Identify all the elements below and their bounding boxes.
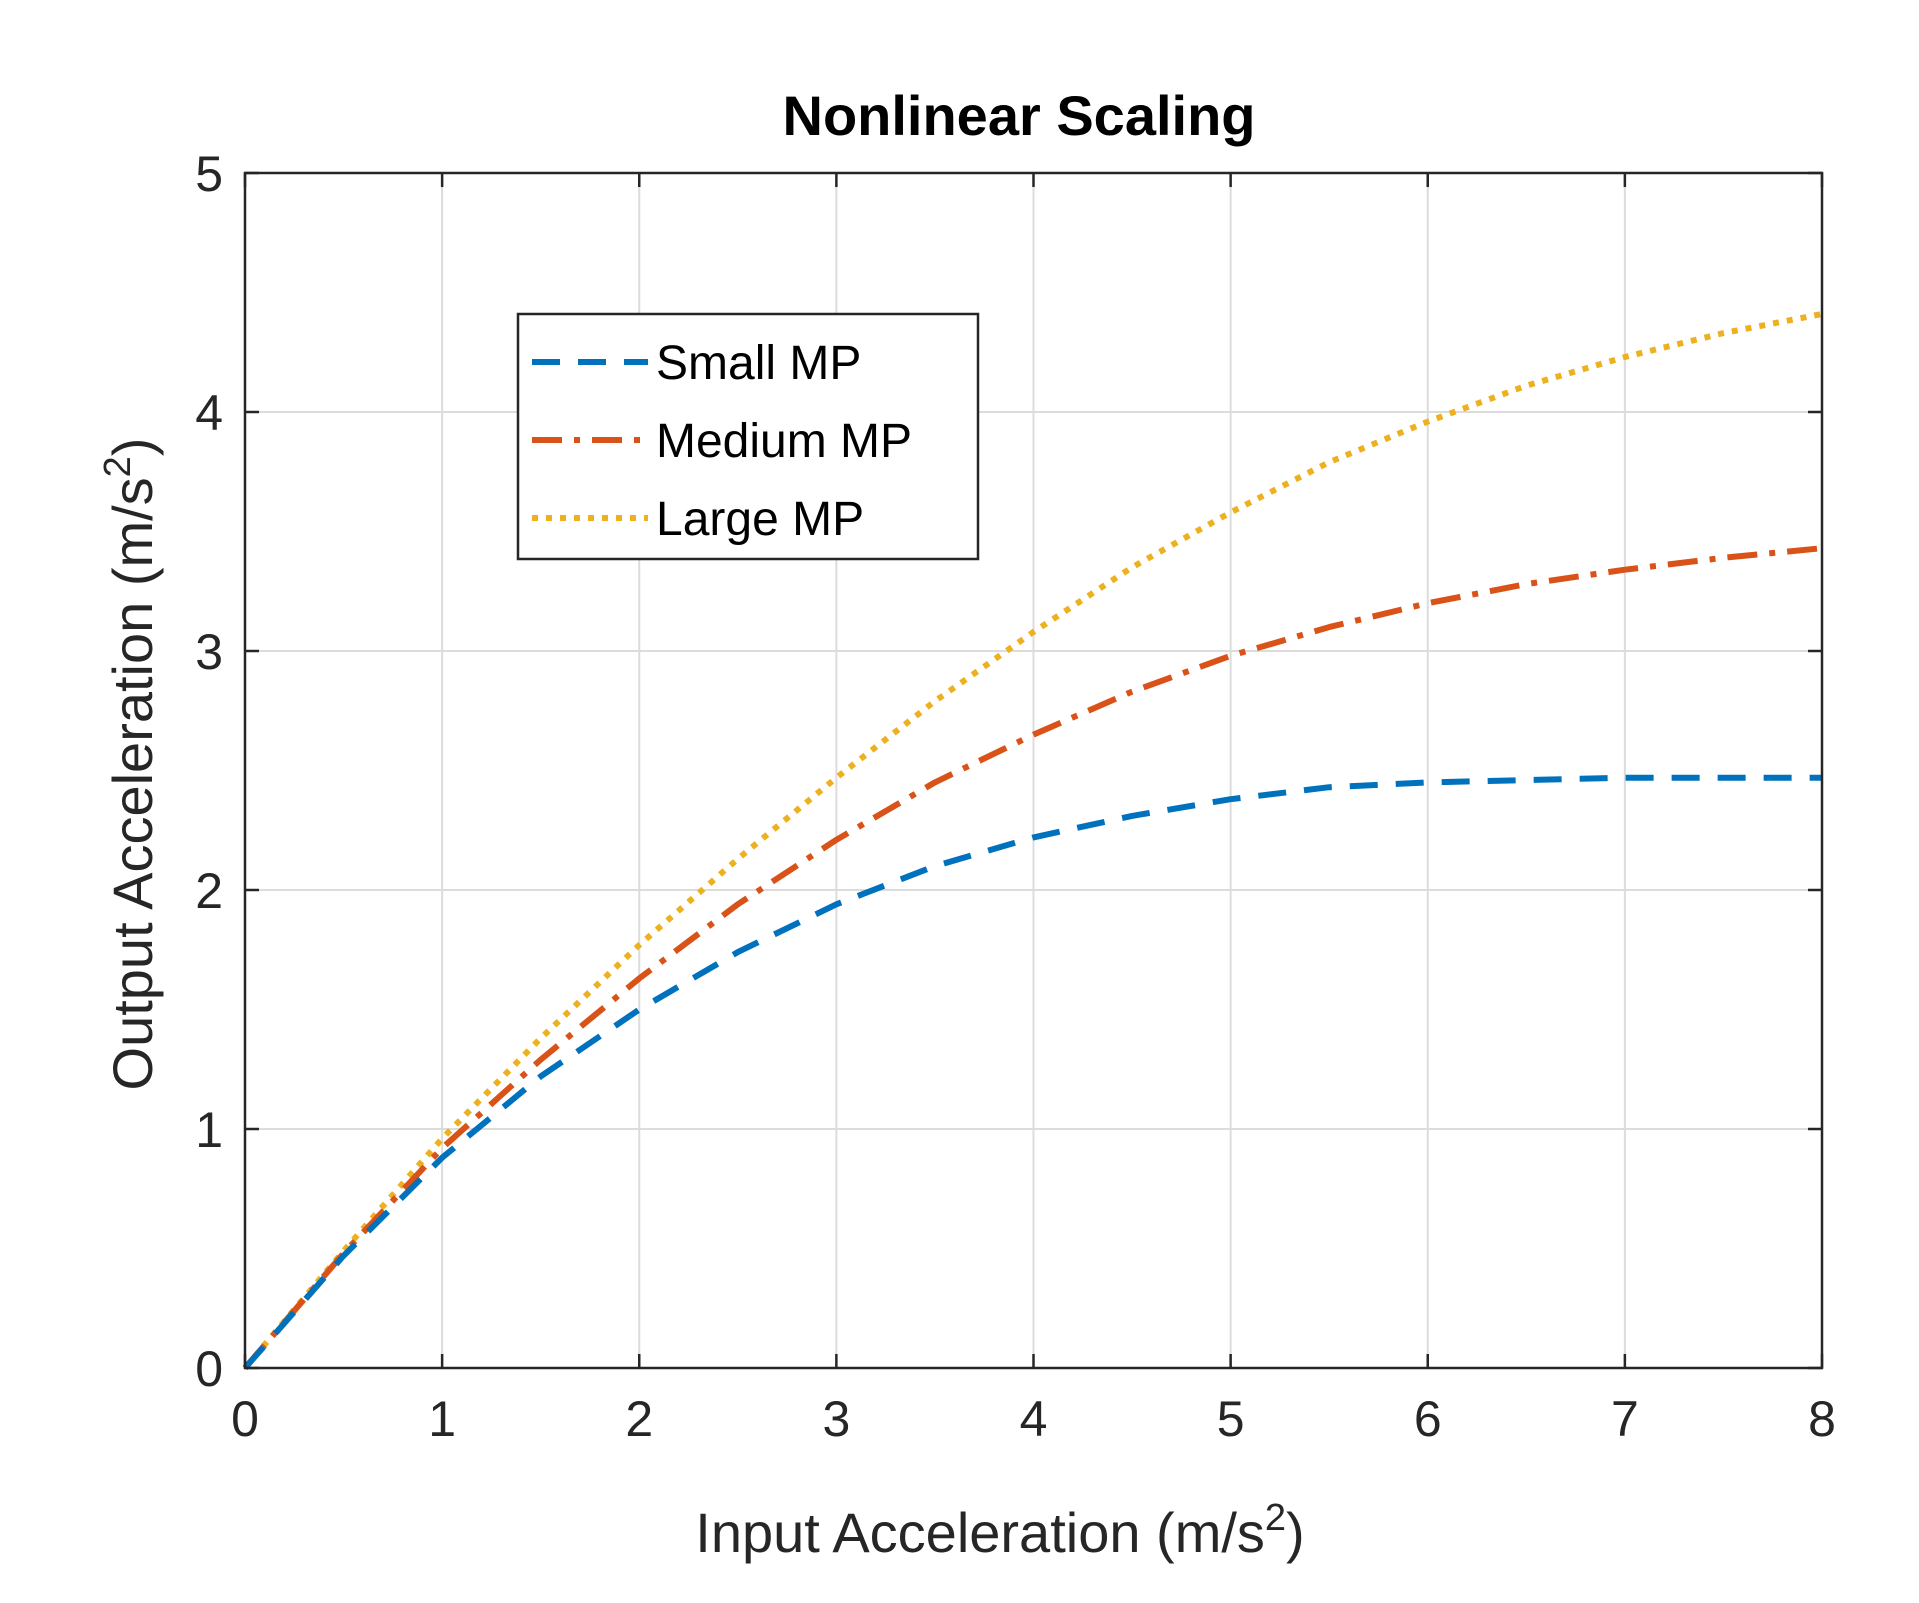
- legend-box: [516, 312, 980, 561]
- x-tick-label: 0: [231, 1391, 259, 1447]
- legend: Small MP Medium MP Large MP: [516, 312, 980, 561]
- series-line-large-mp: [242, 311, 1823, 1370]
- series-line-medium-mp: [242, 545, 1823, 1370]
- x-axis-title-sup: 2: [1265, 1497, 1286, 1539]
- x-tick-label: 7: [1611, 1391, 1639, 1447]
- y-tick-label: 2: [195, 863, 223, 919]
- y-tick-label: 0: [195, 1341, 223, 1397]
- y-tick-label: 1: [195, 1102, 223, 1158]
- y-tick-label: 4: [195, 385, 223, 441]
- legend-label-medium-mp: Medium MP: [656, 415, 912, 468]
- x-axis-title-main: Input Acceleration (m/s: [695, 1501, 1265, 1564]
- x-axis-title: Input Acceleration (m/s2): [695, 1497, 1304, 1564]
- series-line-small-mp: [242, 774, 1822, 1370]
- x-tick-label: 6: [1414, 1391, 1442, 1447]
- legend-label-small-mp: Small MP: [656, 337, 861, 390]
- grid: [245, 173, 1822, 1368]
- series-layer: [242, 311, 1823, 1370]
- x-tick-label: 2: [625, 1391, 653, 1447]
- y-axis-title-main: Output Acceleration (m/s: [101, 477, 164, 1090]
- x-tick-label: 1: [428, 1391, 456, 1447]
- legend-label-large-mp: Large MP: [656, 493, 864, 546]
- y-axis-title-sup: 2: [97, 456, 139, 477]
- y-tick-label: 3: [195, 624, 223, 680]
- ticks: 0 1 2 3 4 5 6 7 8 0 1 2 3 4 5: [195, 146, 1836, 1447]
- x-tick-label: 3: [822, 1391, 850, 1447]
- x-tick-label: 5: [1217, 1391, 1245, 1447]
- x-tick-label: 8: [1808, 1391, 1836, 1447]
- y-axis-title: Output Acceleration (m/s2): [97, 438, 164, 1091]
- chart-title: Nonlinear Scaling: [783, 84, 1256, 147]
- x-tick-label: 4: [1020, 1391, 1048, 1447]
- y-axis-title-end: ): [101, 438, 164, 457]
- y-tick-label: 5: [195, 146, 223, 202]
- x-axis-title-end: ): [1286, 1501, 1305, 1564]
